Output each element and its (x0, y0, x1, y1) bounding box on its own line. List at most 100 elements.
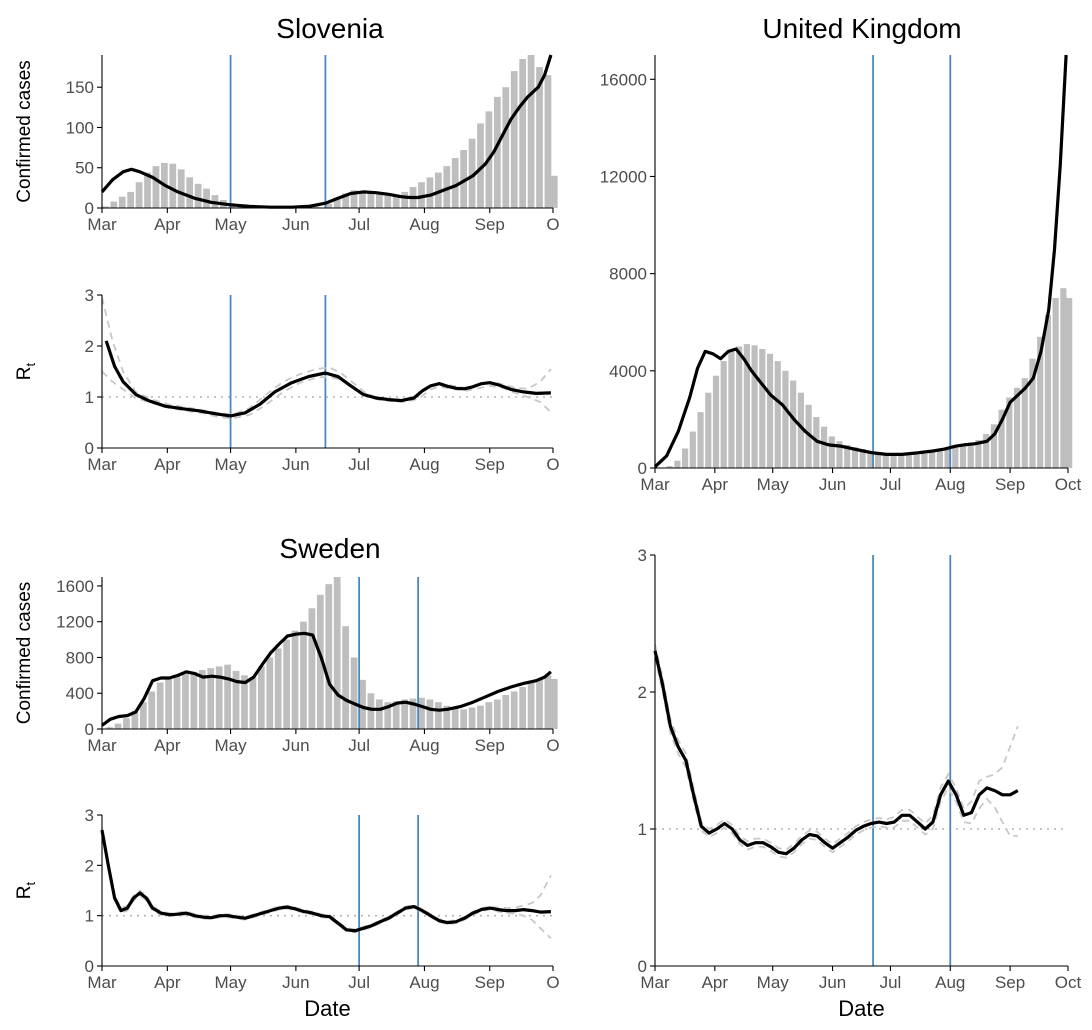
x-tick-label: Jul (880, 475, 902, 494)
x-tick-label: Sep (475, 973, 505, 992)
bar (477, 123, 484, 208)
bar (135, 182, 143, 208)
bar (998, 409, 1005, 468)
panel-title: Slovenia (276, 13, 384, 44)
bar (527, 55, 535, 208)
bar (266, 657, 274, 729)
smoothed-cases-line (101, 631, 552, 727)
panel-title: United Kingdom (762, 13, 961, 44)
x-tick-label: Sep (995, 475, 1025, 494)
bar (131, 711, 139, 729)
interval-upper-line (101, 297, 552, 416)
x-tick-label: Oct (1055, 475, 1082, 494)
bar (291, 630, 299, 729)
bar (851, 447, 859, 468)
y-tick-label: 0 (85, 439, 94, 458)
x-tick-label: O (546, 455, 559, 474)
bar (983, 433, 990, 468)
bar (836, 441, 843, 468)
x-tick-label: Aug (409, 736, 439, 755)
bar (300, 621, 307, 729)
bar (1060, 288, 1067, 468)
bar (682, 448, 689, 468)
bar (418, 182, 425, 208)
x-tick-label: Apr (154, 215, 181, 234)
bar (890, 454, 897, 468)
y-tick-label: 8000 (609, 265, 647, 284)
bar (148, 691, 156, 729)
bar (249, 677, 257, 729)
bar (384, 195, 392, 208)
bar (102, 206, 109, 208)
x-tick-label: May (757, 475, 790, 494)
x-tick-label: Aug (409, 215, 439, 234)
bar (952, 447, 959, 468)
interval-lower-line (101, 834, 552, 939)
bar (774, 361, 781, 468)
bar (384, 702, 392, 729)
bar (805, 404, 812, 468)
bar (736, 346, 743, 468)
bar (182, 673, 189, 729)
rt-mean-line (104, 340, 551, 418)
bar (114, 723, 122, 729)
smoothed-cases-line (653, 54, 1068, 468)
y-tick-label: 0 (638, 459, 647, 478)
y-tick-label: 100 (66, 118, 94, 137)
x-tick-label: Oct (1055, 973, 1082, 992)
bar (434, 172, 442, 208)
y-axis-label-subscript: t (23, 881, 38, 885)
x-tick-label: Apr (154, 455, 181, 474)
bar (921, 453, 928, 468)
bar (460, 709, 468, 729)
y-tick-label: 3 (85, 286, 94, 305)
y-tick-label: 1200 (56, 613, 94, 632)
bar (156, 682, 164, 729)
bar (477, 705, 484, 729)
bar (359, 679, 366, 729)
bar (502, 87, 510, 208)
y-axis-label: Rt (14, 881, 38, 899)
bar (859, 449, 866, 468)
y-axis-label-main: R (14, 885, 35, 899)
x-tick-label: Jun (282, 215, 309, 234)
bar (759, 348, 766, 468)
sweden-rt-panel: Mar Apr May Jun Jul Aug Sep O 0 1 2 3 Rt Date (14, 806, 560, 1021)
bar (127, 191, 135, 208)
bar (493, 699, 501, 729)
bar (325, 203, 333, 208)
smoothed-cases-line (100, 54, 553, 209)
bar (468, 707, 476, 729)
y-tick-label: 400 (66, 684, 94, 703)
interval-lower-line (654, 657, 1018, 859)
bar (1052, 297, 1059, 468)
bar (544, 75, 552, 208)
bar (797, 392, 804, 468)
x-tick-label: Jun (282, 455, 309, 474)
bar (697, 412, 704, 468)
bar (325, 584, 333, 729)
bar (194, 183, 202, 208)
bar (1021, 378, 1028, 468)
bar (110, 201, 118, 208)
uk-rt-panel: Mar Apr May Jun Jul Aug Sep Oct 0 1 2 3 Date (638, 546, 1082, 1021)
bar (944, 449, 951, 468)
bar (790, 380, 797, 468)
bar (123, 718, 130, 729)
y-tick-label: 0 (638, 957, 647, 976)
bar (674, 460, 681, 468)
x-tick-label: Sep (475, 215, 505, 234)
x-tick-label: Mar (640, 973, 670, 992)
bar (782, 370, 789, 468)
x-tick-label: Jun (819, 973, 846, 992)
bar (828, 436, 835, 468)
panel-title: Sweden (279, 533, 380, 564)
bar (118, 196, 126, 208)
bar (190, 671, 198, 729)
bar (198, 669, 206, 729)
bar (106, 727, 113, 729)
bar (350, 657, 358, 729)
bar (152, 166, 160, 208)
y-tick-label: 1 (85, 907, 94, 926)
bar (392, 701, 400, 729)
